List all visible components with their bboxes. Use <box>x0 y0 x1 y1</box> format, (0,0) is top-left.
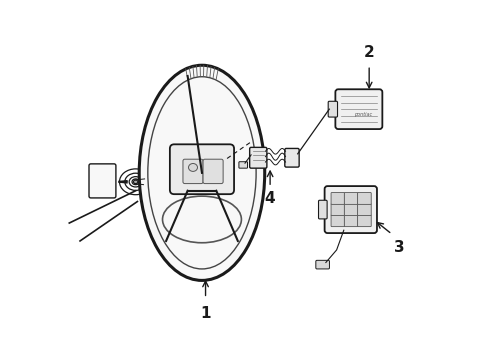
Text: 4: 4 <box>265 191 275 206</box>
FancyBboxPatch shape <box>324 186 377 233</box>
FancyBboxPatch shape <box>183 159 203 184</box>
Text: pontiac: pontiac <box>354 112 372 117</box>
FancyBboxPatch shape <box>328 101 338 117</box>
FancyBboxPatch shape <box>239 162 247 168</box>
FancyBboxPatch shape <box>170 144 234 194</box>
FancyBboxPatch shape <box>358 215 371 226</box>
FancyBboxPatch shape <box>335 89 382 129</box>
FancyBboxPatch shape <box>316 260 329 269</box>
FancyBboxPatch shape <box>344 215 358 226</box>
FancyBboxPatch shape <box>285 148 299 167</box>
FancyBboxPatch shape <box>203 159 223 184</box>
Ellipse shape <box>133 180 138 184</box>
Ellipse shape <box>148 77 256 269</box>
FancyBboxPatch shape <box>331 215 344 226</box>
Text: 2: 2 <box>364 45 374 60</box>
FancyBboxPatch shape <box>344 193 358 204</box>
Text: 3: 3 <box>394 240 404 255</box>
Text: 1: 1 <box>200 306 211 320</box>
FancyBboxPatch shape <box>331 193 344 204</box>
FancyBboxPatch shape <box>318 200 327 219</box>
FancyBboxPatch shape <box>250 147 267 168</box>
FancyBboxPatch shape <box>358 204 371 216</box>
Ellipse shape <box>189 163 197 171</box>
FancyBboxPatch shape <box>331 204 344 216</box>
FancyBboxPatch shape <box>358 193 371 204</box>
FancyBboxPatch shape <box>89 164 116 198</box>
Ellipse shape <box>139 65 265 280</box>
FancyBboxPatch shape <box>344 204 358 216</box>
